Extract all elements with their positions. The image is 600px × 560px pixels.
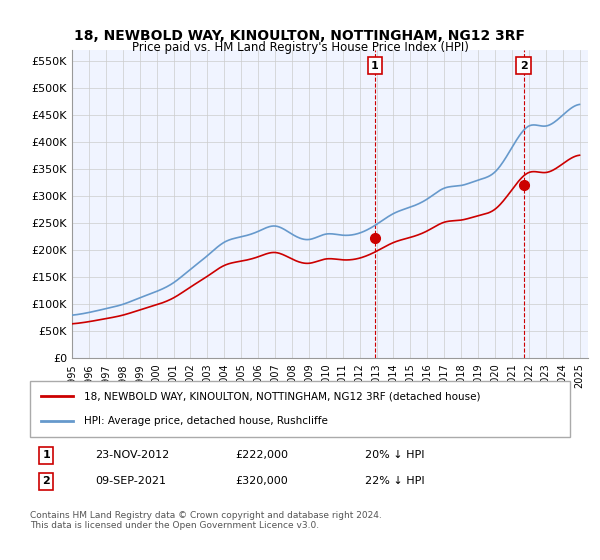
Text: Price paid vs. HM Land Registry's House Price Index (HPI): Price paid vs. HM Land Registry's House … [131,41,469,54]
Text: 09-SEP-2021: 09-SEP-2021 [95,476,166,486]
Text: 23-NOV-2012: 23-NOV-2012 [95,450,169,460]
Text: £320,000: £320,000 [235,476,288,486]
Text: HPI: Average price, detached house, Rushcliffe: HPI: Average price, detached house, Rush… [84,416,328,426]
Text: 22% ↓ HPI: 22% ↓ HPI [365,476,424,486]
FancyBboxPatch shape [30,381,570,437]
Text: 20% ↓ HPI: 20% ↓ HPI [365,450,424,460]
Text: 1: 1 [371,61,379,71]
Text: 18, NEWBOLD WAY, KINOULTON, NOTTINGHAM, NG12 3RF: 18, NEWBOLD WAY, KINOULTON, NOTTINGHAM, … [74,29,526,44]
Text: Contains HM Land Registry data © Crown copyright and database right 2024.
This d: Contains HM Land Registry data © Crown c… [30,511,382,530]
Text: 2: 2 [43,476,50,486]
Text: 2: 2 [520,61,527,71]
Text: £222,000: £222,000 [235,450,288,460]
Text: 1: 1 [43,450,50,460]
Text: 18, NEWBOLD WAY, KINOULTON, NOTTINGHAM, NG12 3RF (detached house): 18, NEWBOLD WAY, KINOULTON, NOTTINGHAM, … [84,391,481,402]
